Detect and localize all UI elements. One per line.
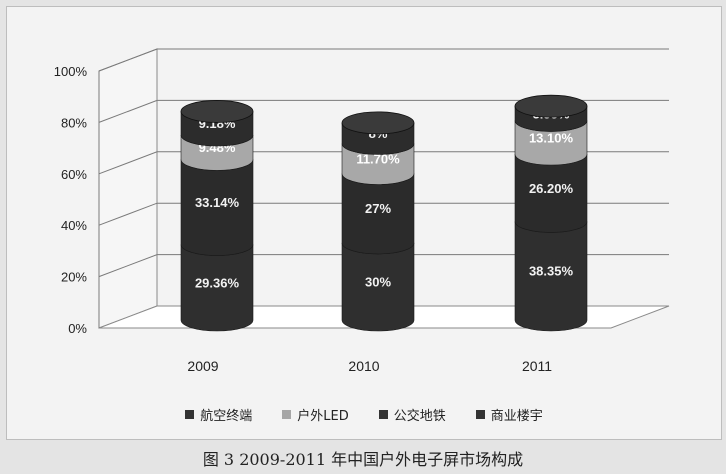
legend-item-2: 户外LED xyxy=(282,405,349,424)
data-label-2010-2: 27% xyxy=(365,201,391,216)
data-label-2011-1: 38.35% xyxy=(529,264,574,279)
y-tick-label: 100% xyxy=(54,64,88,79)
data-label-2010-3: 11.70% xyxy=(356,151,400,166)
y-tick-label: 60% xyxy=(61,167,87,182)
gridline xyxy=(98,48,669,72)
legend-item-4: 商业楼宇 xyxy=(475,405,543,424)
data-label-2011-2: 26.20% xyxy=(529,181,574,196)
legend-swatch-3 xyxy=(378,410,388,419)
legend-label-3: 公交地铁 xyxy=(393,409,446,424)
x-tick-label-2011: 2011 xyxy=(522,358,552,374)
y-tick-label: 80% xyxy=(61,115,87,130)
chart-legend: 航空终端 户外LED 公交地铁 商业楼宇 xyxy=(7,405,721,424)
figure-caption: 图 3 2009-2011 年中国户外电子屏市场构成 xyxy=(202,450,524,469)
data-label-2009-2: 33.14% xyxy=(195,195,240,210)
x-tick-label-2009: 2009 xyxy=(187,358,218,374)
bar-top-cap-2009 xyxy=(180,100,254,123)
legend-label-4: 商业楼宇 xyxy=(490,409,543,424)
data-label-2009-1: 29.36% xyxy=(195,275,240,290)
legend-label-2: 户外LED xyxy=(297,409,349,424)
legend-swatch-1 xyxy=(185,410,195,419)
legend-swatch-2 xyxy=(282,410,292,419)
y-tick-label: 0% xyxy=(68,321,87,336)
legend-swatch-4 xyxy=(475,410,485,419)
x-tick-label-2010: 2010 xyxy=(348,358,379,374)
legend-item-3: 公交地铁 xyxy=(378,405,446,424)
chart-side-wall xyxy=(98,48,158,329)
gridline xyxy=(98,254,669,278)
bar-top-cap-2011 xyxy=(514,94,588,118)
chart-figure: 0% 20% 40% 60% 80% 100% 29.36% 33.14% 9.48% 9.18%… xyxy=(6,6,722,440)
gridline xyxy=(98,99,669,123)
bar-top-cap-2010 xyxy=(341,111,415,135)
y-tick-label: 40% xyxy=(61,218,87,233)
data-label-2011-3: 13.10% xyxy=(529,130,574,145)
legend-label-1: 航空终端 xyxy=(200,409,253,424)
gridline xyxy=(98,202,669,226)
y-tick-label: 20% xyxy=(61,270,87,285)
chart-plot: 0%20%40%60%80%100%29.36%33.14%9.48%9.18%… xyxy=(54,48,670,374)
legend-item-1: 航空终端 xyxy=(185,405,252,424)
data-label-2010-1: 30% xyxy=(365,274,391,289)
gridline xyxy=(98,151,669,175)
